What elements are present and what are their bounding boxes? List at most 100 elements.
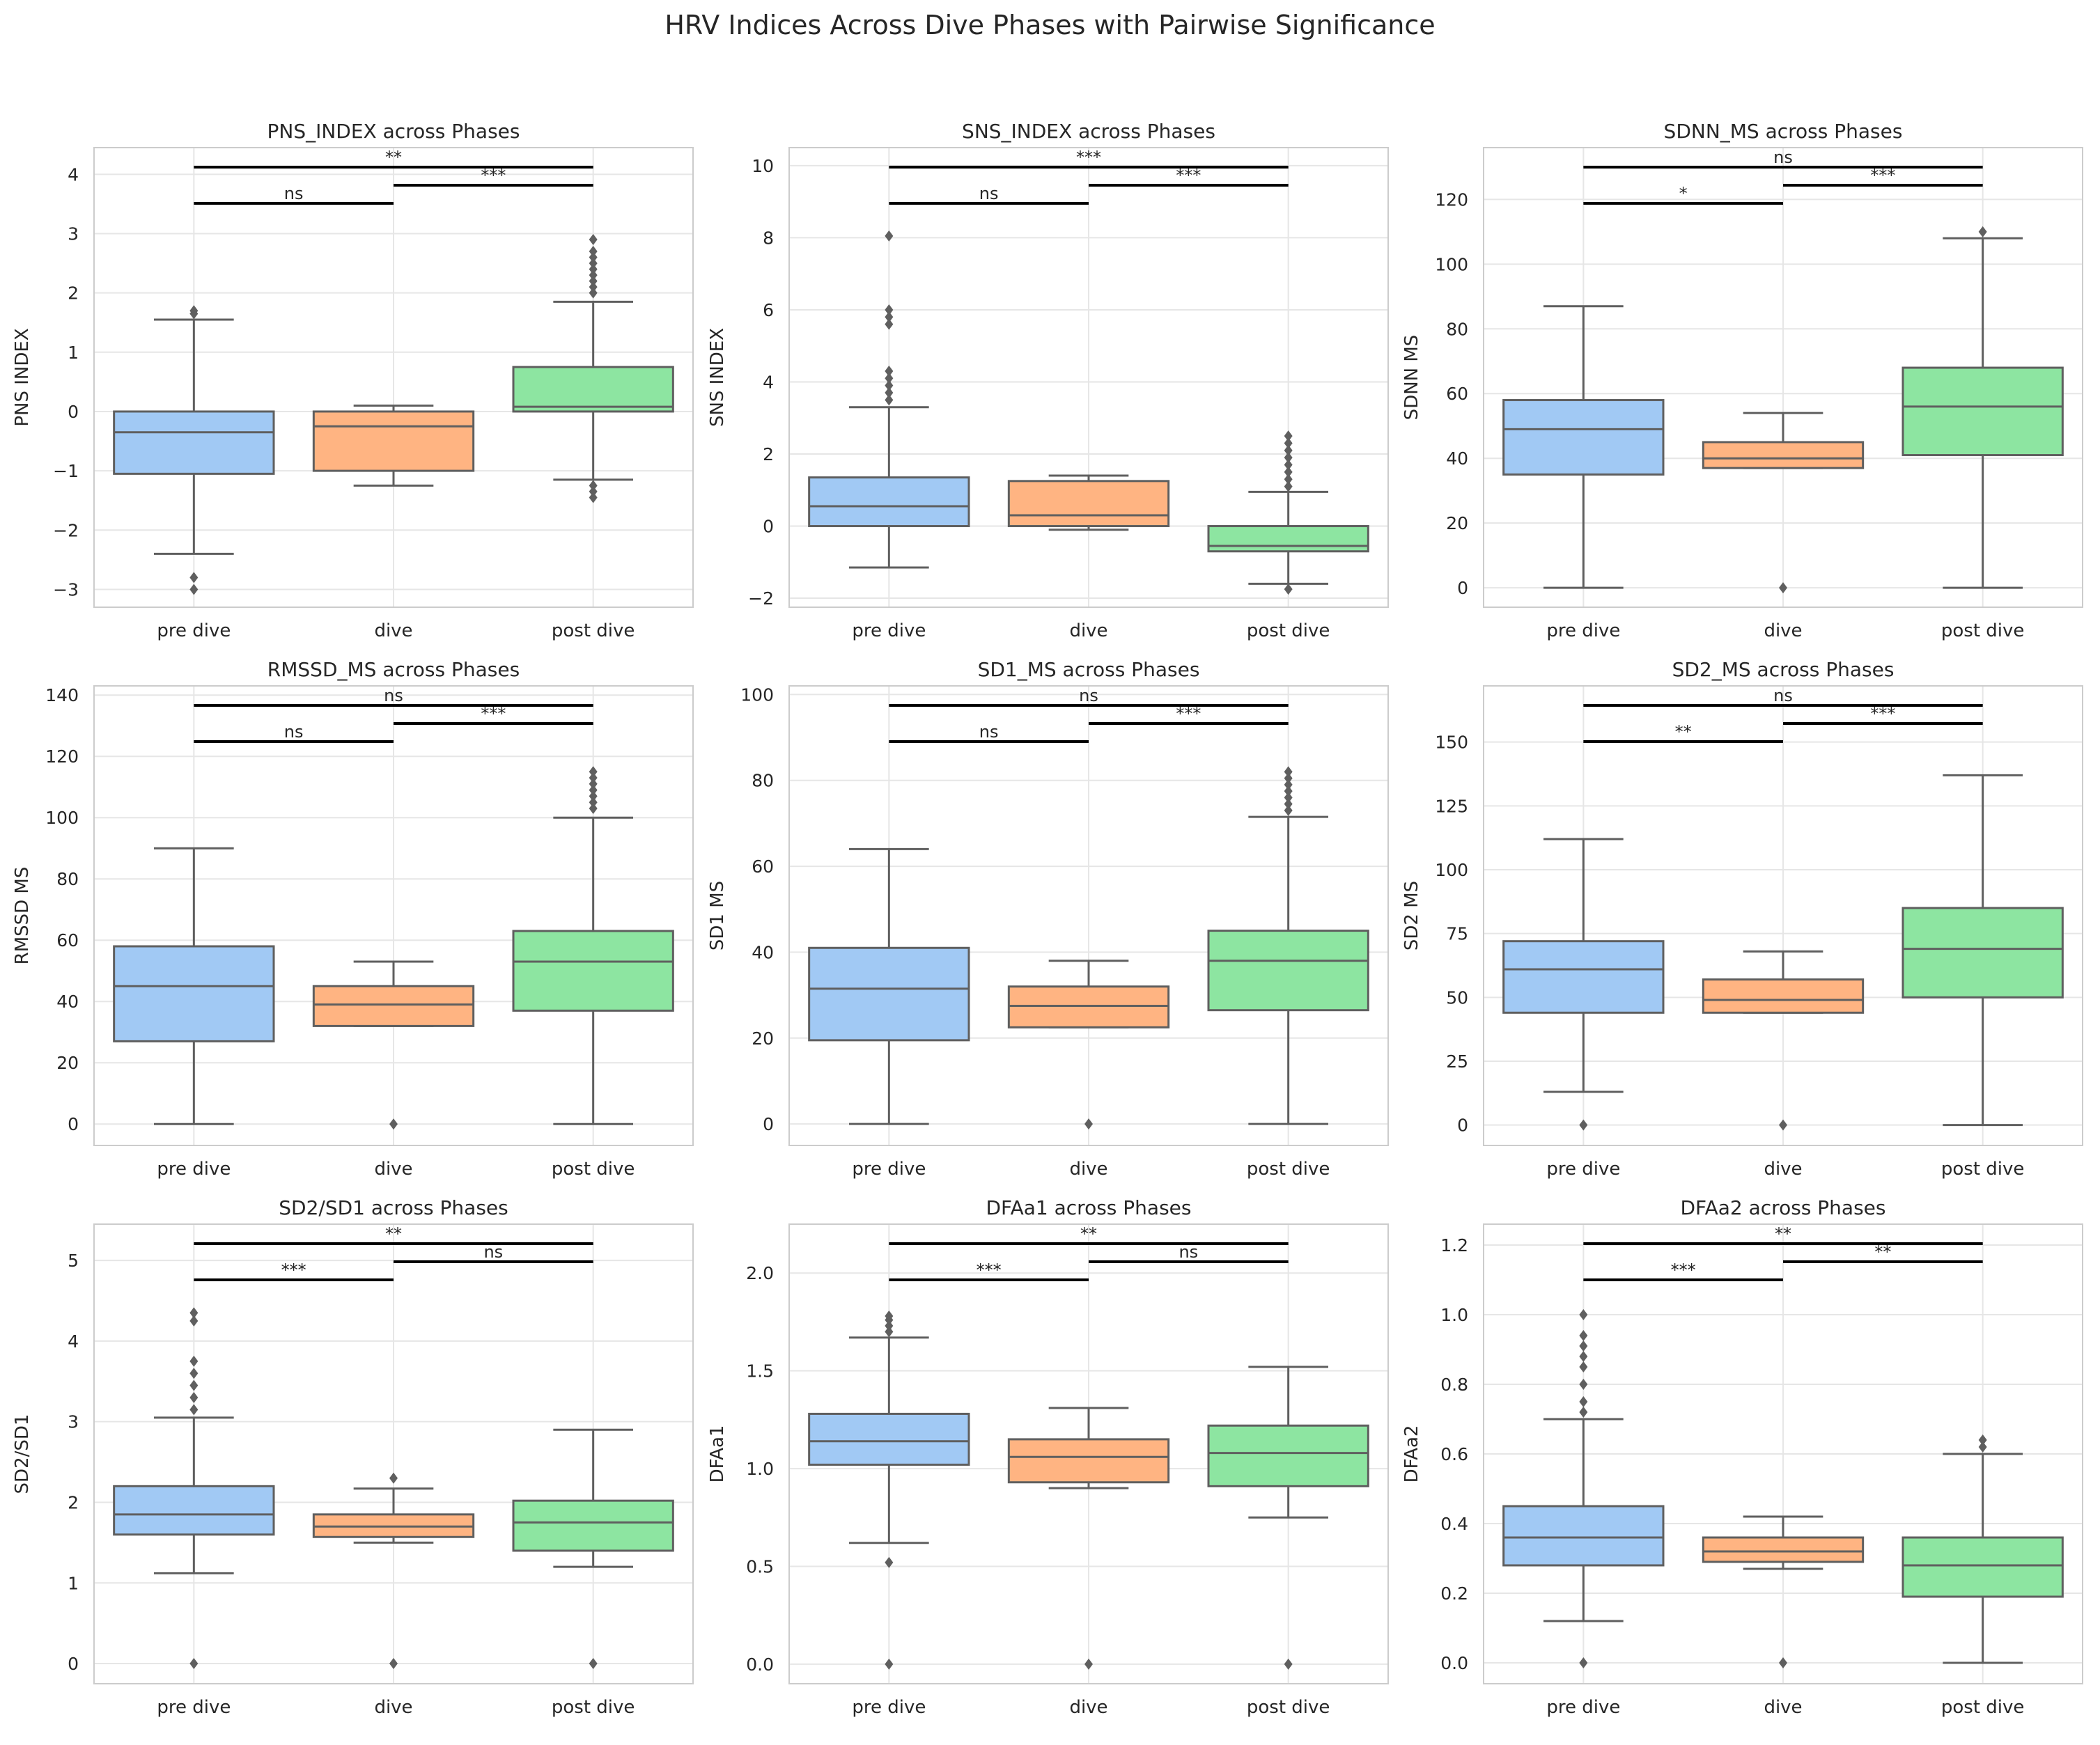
box-iqr — [1901, 366, 2064, 457]
x-tick-label: post dive — [1247, 1159, 1330, 1180]
box-iqr — [1007, 480, 1170, 528]
y-tick-label: 5 — [68, 1251, 79, 1271]
box-iqr — [808, 476, 970, 528]
x-tick-label: post dive — [552, 1697, 635, 1718]
x-tick-label: post dive — [1941, 620, 2025, 641]
x-tick-label: post dive — [1247, 1697, 1330, 1718]
y-tick-label: 40 — [56, 992, 79, 1012]
outlier-point — [1579, 1657, 1588, 1668]
outlier-point — [389, 1472, 398, 1484]
y-tick-label: 8 — [763, 228, 774, 248]
x-tick-label: dive — [374, 1159, 412, 1180]
y-tick-label: 0.6 — [1440, 1444, 1468, 1464]
outlier-point — [389, 1118, 398, 1130]
box-iqr — [1007, 985, 1170, 1028]
significance-label: ** — [1874, 1242, 1891, 1262]
outlier-point — [1284, 584, 1293, 595]
y-tick-label: 60 — [56, 930, 79, 950]
x-tick-label: pre dive — [852, 1159, 926, 1180]
panel-title: SD2_MS across Phases — [1672, 658, 1895, 681]
y-tick-label: 100 — [1435, 860, 1468, 880]
significance-label: ** — [385, 1224, 402, 1244]
panel-title: SDNN_MS across Phases — [1664, 120, 1903, 143]
y-tick-label: 100 — [1435, 254, 1468, 274]
y-axis-label: SDNN MS — [1401, 335, 1422, 421]
outlier-point — [589, 772, 598, 783]
outlier-point — [189, 1658, 199, 1670]
significance-label: *** — [1176, 166, 1201, 185]
panel-title: DFAa1 across Phases — [986, 1196, 1192, 1219]
box-iqr — [1502, 1505, 1665, 1567]
significance-label: ** — [385, 148, 402, 167]
outlier-point — [1284, 430, 1293, 442]
y-tick-label: 100 — [45, 808, 79, 828]
y-tick-label: 0.5 — [746, 1556, 774, 1576]
y-axis-label: DFAa2 — [1401, 1425, 1422, 1483]
outlier-point — [1579, 1351, 1588, 1362]
y-tick-label: 0.8 — [1440, 1375, 1468, 1395]
x-tick-label: pre dive — [157, 1159, 231, 1180]
panel-title: PNS_INDEX across Phases — [267, 120, 520, 143]
box-iqr — [113, 410, 275, 475]
significance-label: ** — [1080, 1224, 1097, 1244]
y-tick-label: 1.0 — [746, 1459, 774, 1479]
outlier-point — [589, 258, 598, 269]
x-tick-label: pre dive — [157, 620, 231, 641]
outlier-point — [885, 1326, 894, 1338]
outlier-point — [1284, 437, 1293, 449]
outlier-point — [1779, 582, 1787, 594]
y-tick-label: 4 — [68, 1331, 79, 1352]
axes-frame — [788, 1223, 1389, 1684]
panel-title: SNS_INDEX across Phases — [962, 120, 1215, 143]
box-iqr — [1901, 907, 2064, 999]
outlier-point — [1284, 766, 1293, 778]
box-iqr — [312, 410, 475, 472]
panel-title: SD1_MS across Phases — [978, 658, 1200, 681]
panel-title: SD2/SD1 across Phases — [279, 1196, 508, 1219]
y-tick-label: 80 — [752, 771, 774, 791]
box-iqr — [512, 1499, 674, 1552]
y-tick-label: 80 — [1446, 319, 1468, 339]
y-tick-label: 150 — [1435, 733, 1468, 753]
box-iqr — [1901, 1536, 2064, 1598]
outlier-point — [1284, 792, 1293, 804]
y-tick-label: 60 — [752, 856, 774, 877]
outlier-point — [589, 246, 598, 258]
box-iqr — [1702, 1536, 1865, 1563]
x-tick-label: dive — [1764, 1697, 1802, 1718]
y-tick-label: 25 — [1446, 1051, 1468, 1072]
significance-label: ns — [284, 184, 304, 203]
axes-frame — [1483, 147, 2083, 608]
y-tick-label: 1 — [68, 1573, 79, 1593]
y-tick-label: 80 — [56, 869, 79, 889]
y-tick-label: −3 — [53, 579, 79, 600]
y-tick-label: 0.4 — [1440, 1514, 1468, 1534]
y-axis-label: PNS INDEX — [12, 328, 33, 426]
x-tick-label: post dive — [1247, 620, 1330, 641]
x-tick-label: dive — [374, 620, 412, 641]
chart-panel: 0 1 2 3 4 5 *** ns ** pre dive dive post dive SD2/SD… — [12, 1196, 694, 1718]
y-tick-label: 4 — [68, 164, 79, 185]
y-tick-label: 0.0 — [1440, 1653, 1468, 1673]
outlier-point — [1084, 1118, 1093, 1130]
outlier-point — [1284, 452, 1293, 464]
significance-label: * — [1679, 184, 1688, 203]
chart-panel: 0.00.20.40.60.81.01.2*******pre dive dive… — [1401, 1196, 2083, 1718]
outlier-point — [1978, 1441, 1987, 1453]
outlier-point — [1579, 1361, 1588, 1372]
significance-label: *** — [481, 704, 506, 723]
outlier-point — [589, 766, 598, 778]
x-tick-label: dive — [1069, 1159, 1107, 1180]
outlier-point — [189, 305, 199, 317]
y-tick-label: 0 — [1457, 578, 1468, 598]
outlier-point — [1284, 798, 1293, 810]
x-tick-label: pre dive — [1546, 1697, 1620, 1718]
y-tick-label: 100 — [740, 684, 774, 705]
chart-panel: 0.0 0.5 1.0 1.5 2.0 *** ns ** pre dive dive post d… — [707, 1196, 1389, 1718]
outlier-point — [189, 572, 199, 584]
significance-label: ns — [1773, 686, 1793, 705]
y-tick-label: 2 — [68, 283, 79, 304]
outlier-point — [1978, 1434, 1987, 1446]
axes-frame — [93, 147, 694, 608]
